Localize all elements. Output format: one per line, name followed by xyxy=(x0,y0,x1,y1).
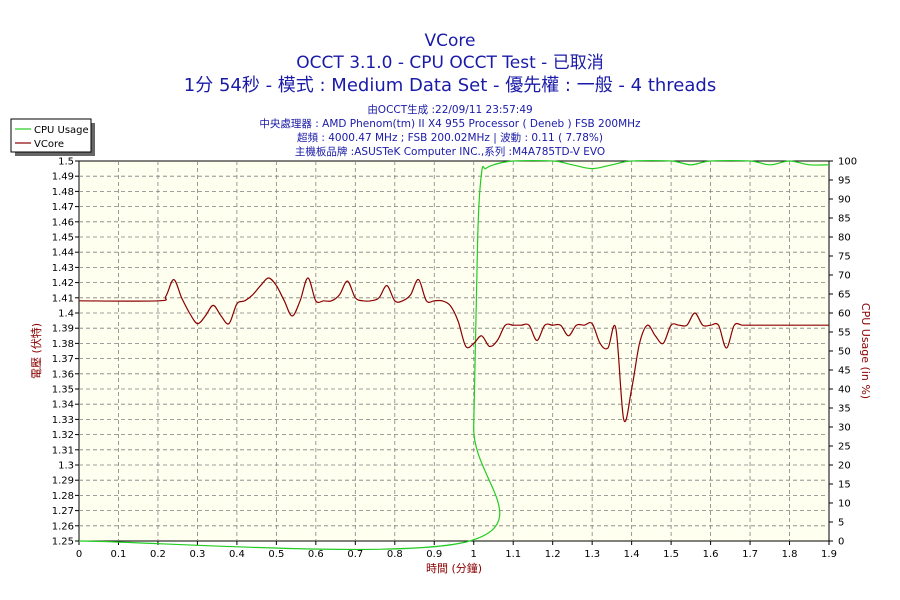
y2-tick-label: 25 xyxy=(838,442,851,453)
y2-tick-label: 30 xyxy=(838,423,851,434)
y-tick-label: 1.41 xyxy=(52,293,74,304)
y-tick-label: 1.49 xyxy=(52,172,74,183)
x-tick-label: 0.2 xyxy=(150,549,166,560)
run-info: 1分 54秒 - 模式 : Medium Data Set - 優先權 : 一般… xyxy=(184,75,716,96)
y-tick-label: 1.26 xyxy=(52,521,74,532)
y-tick-label: 1.33 xyxy=(52,415,74,426)
y-tick-label: 1.43 xyxy=(52,263,74,274)
y-tick-label: 1.45 xyxy=(52,233,74,244)
x-tick-label: 0.8 xyxy=(387,549,403,560)
series-group xyxy=(78,159,830,551)
y2-tick-label: 55 xyxy=(838,328,851,339)
x-tick-label: 0.4 xyxy=(229,549,245,560)
y-tick-label: 1.37 xyxy=(52,354,74,365)
x-tick-label: 0 xyxy=(76,549,82,560)
legend: CPU Usage VCore xyxy=(10,118,95,156)
x-tick-label: 0.1 xyxy=(111,549,127,560)
y-tick-label: 1.47 xyxy=(52,202,74,213)
y-axis-label: 電壓 (伏特) xyxy=(29,323,43,379)
y-axis-ticks: 1.25 1.26 1.27 1.28 1.29 1.3 1.31 1.32 1.33 1.34 1… xyxy=(52,157,79,548)
y2-tick-label: 40 xyxy=(838,385,851,396)
y2-tick-label: 95 xyxy=(838,176,851,187)
info-motherboard: 主機板品牌 :ASUSTeK Computer INC.,系列 :M4A785T… xyxy=(295,145,605,158)
y-tick-label: 1.29 xyxy=(52,476,74,487)
series-line-cpu-usage xyxy=(78,159,830,551)
y2-tick-label: 0 xyxy=(838,537,844,548)
y2-tick-label: 15 xyxy=(838,480,851,491)
y-tick-label: 1.31 xyxy=(52,445,74,456)
legend-label-cpu-usage: CPU Usage xyxy=(34,125,89,136)
chart-subtitle: OCCT 3.1.0 - CPU OCCT Test - 已取消 xyxy=(296,53,603,73)
y2-tick-label: 20 xyxy=(838,461,851,472)
y2-tick-label: 65 xyxy=(838,290,851,301)
y2-axis-label: CPU Usage (in %) xyxy=(859,303,872,399)
y-tick-label: 1.48 xyxy=(52,187,74,198)
chart-title: VCore xyxy=(425,31,476,51)
x-tick-label: 1.5 xyxy=(663,549,679,560)
y-tick-label: 1.44 xyxy=(52,248,74,259)
info-cpu: 中央處理器 : AMD Phenom(tm) II X4 955 Process… xyxy=(259,117,641,130)
x-tick-label: 1.2 xyxy=(545,549,561,560)
y-tick-label: 1.25 xyxy=(52,537,74,548)
series-line-vcore xyxy=(78,277,829,423)
y-tick-label: 1.34 xyxy=(52,400,74,411)
y2-tick-label: 10 xyxy=(838,499,851,510)
y-tick-label: 1.3 xyxy=(58,461,74,472)
legend-label-vcore: VCore xyxy=(34,139,64,150)
x-tick-label: 0.9 xyxy=(426,549,442,560)
y2-tick-label: 100 xyxy=(838,157,857,168)
y-tick-label: 1.38 xyxy=(52,339,74,350)
x-axis-label: 時間 (分鐘) xyxy=(426,561,482,575)
x-tick-label: 1.1 xyxy=(505,549,521,560)
y2-tick-label: 90 xyxy=(838,195,851,206)
legend-box xyxy=(10,118,92,153)
y-tick-label: 1.36 xyxy=(52,369,74,380)
x-tick-label: 0.6 xyxy=(308,549,324,560)
y-tick-label: 1.42 xyxy=(52,278,74,289)
y-tick-label: 1.39 xyxy=(52,324,74,335)
x-tick-label: 1.8 xyxy=(782,549,798,560)
y-tick-label: 1.4 xyxy=(58,309,74,320)
x-tick-label: 0.3 xyxy=(189,549,205,560)
x-tick-label: 1.3 xyxy=(584,549,600,560)
y-tick-label: 1.28 xyxy=(52,491,74,502)
y2-tick-label: 45 xyxy=(838,366,851,377)
plot-area xyxy=(78,160,830,542)
x-tick-label: 1 xyxy=(471,549,477,560)
y2-tick-label: 85 xyxy=(838,214,851,225)
x-tick-label: 1.4 xyxy=(624,549,640,560)
x-tick-label: 1.6 xyxy=(703,549,719,560)
info-overclock: 超頻 : 4000.47 MHz ; FSB 200.02MHz | 波動 : … xyxy=(297,131,603,144)
x-axis-ticks: 0 0.1 0.2 0.3 0.4 0.5 0.6 0.7 0.8 0.9 1 1.1 1.2 1.3 1.… xyxy=(76,541,837,560)
info-generated: 由OCCT生成 :22/09/11 23:57:49 xyxy=(367,103,532,116)
y2-tick-label: 80 xyxy=(838,233,851,244)
y2-tick-label: 70 xyxy=(838,271,851,282)
y-tick-label: 1.35 xyxy=(52,385,74,396)
y2-tick-label: 5 xyxy=(838,518,844,529)
y-tick-label: 1.32 xyxy=(52,430,74,441)
y2-tick-label: 75 xyxy=(838,252,851,263)
y-tick-label: 1.27 xyxy=(52,506,74,517)
x-tick-label: 1.9 xyxy=(821,549,837,560)
y2-tick-label: 50 xyxy=(838,347,851,358)
y-tick-label: 1.46 xyxy=(52,217,74,228)
x-tick-label: 1.7 xyxy=(742,549,758,560)
y2-axis-ticks: 0 5 10 15 20 25 30 35 40 45 50 55 60 65 70 75 80 85 90 95 10… xyxy=(829,157,857,548)
x-tick-label: 0.5 xyxy=(268,549,284,560)
grid xyxy=(79,161,829,541)
y2-tick-label: 35 xyxy=(838,404,851,415)
y2-tick-label: 60 xyxy=(838,309,851,320)
y-tick-label: 1.5 xyxy=(58,157,74,168)
x-tick-label: 0.7 xyxy=(347,549,363,560)
